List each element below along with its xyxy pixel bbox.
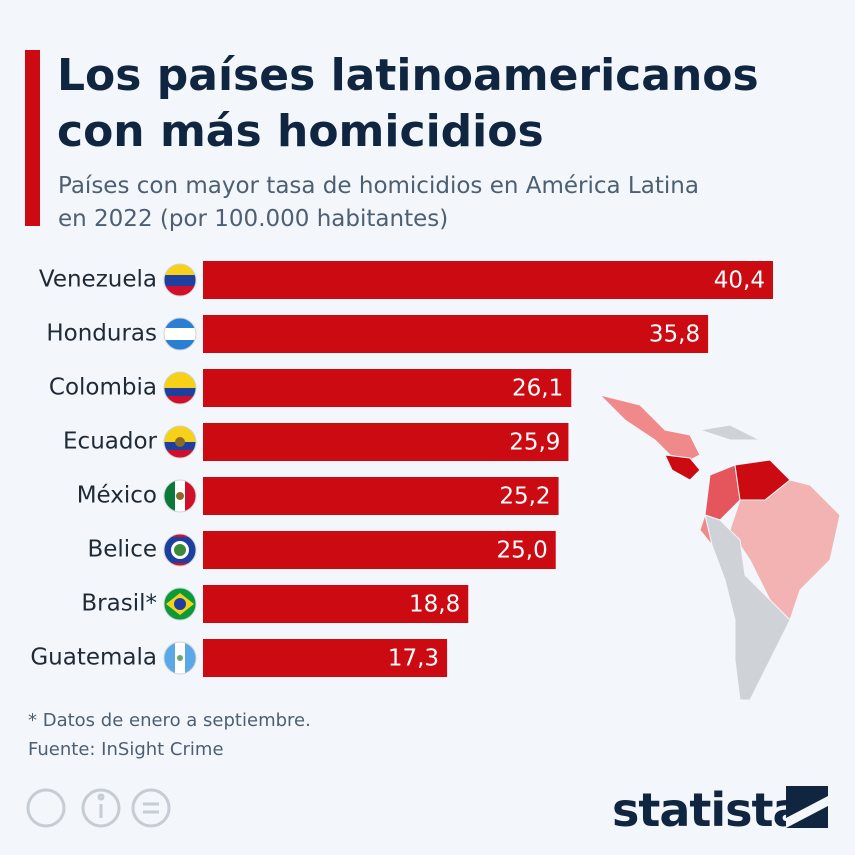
category-label: Guatemala <box>30 645 157 671</box>
category-label: Belice <box>87 537 157 563</box>
bar <box>203 315 709 353</box>
map <box>598 394 841 701</box>
flag <box>163 425 197 459</box>
flag <box>163 263 197 297</box>
bar <box>203 369 572 407</box>
footnote: * Datos de enero a septiembre. <box>28 710 311 731</box>
category-label: Brasil* <box>81 591 157 617</box>
source: Fuente: InSight Crime <box>28 739 224 760</box>
value-label: 40,4 <box>714 268 765 294</box>
value-label: 35,8 <box>649 322 700 348</box>
bar <box>203 585 469 623</box>
chart-title: Los países latinoamericanos <box>57 50 759 101</box>
flag <box>163 533 197 567</box>
category-label: Ecuador <box>63 429 158 455</box>
category-label: Venezuela <box>39 267 157 293</box>
value-label: 25,0 <box>497 538 548 564</box>
chart-subtitle: en 2022 (por 100.000 habitantes) <box>58 206 448 232</box>
bar <box>203 423 569 461</box>
category-label: Honduras <box>46 321 157 347</box>
bar <box>203 261 773 299</box>
flag <box>163 479 197 513</box>
bar <box>203 639 448 677</box>
flag <box>163 317 197 351</box>
accent-bar <box>25 50 40 226</box>
value-label: 25,2 <box>499 484 550 510</box>
flag <box>163 371 197 405</box>
value-label: 17,3 <box>388 646 439 672</box>
value-label: 25,9 <box>509 430 560 456</box>
category-label: Colombia <box>49 375 157 401</box>
brand: statista <box>612 783 803 837</box>
category-label: México <box>77 483 157 509</box>
license-icons <box>26 788 171 828</box>
bar <box>203 531 556 569</box>
chart-title: con más homicidios <box>57 106 544 157</box>
brand-logo <box>786 786 828 828</box>
value-label: 26,1 <box>512 376 563 402</box>
value-label: 18,8 <box>409 592 460 618</box>
flag <box>163 587 197 621</box>
flag <box>163 641 197 675</box>
chart-subtitle: Países con mayor tasa de homicidios en A… <box>58 173 699 199</box>
bar <box>203 477 559 515</box>
